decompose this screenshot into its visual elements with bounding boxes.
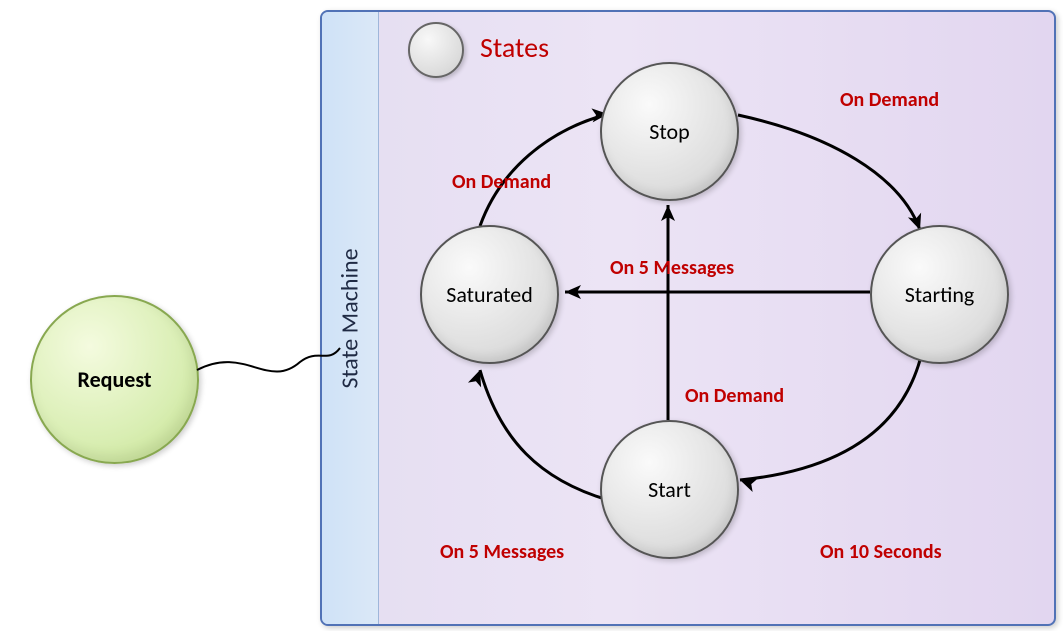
state-machine-tab: State Machine: [322, 12, 379, 624]
legend-label: States: [480, 30, 549, 65]
edge-label-start-saturated: On 5 Messages: [440, 540, 564, 564]
diagram-canvas: Request State Machine States Stop Startin…: [0, 0, 1063, 631]
state-label-saturated: Saturated: [446, 281, 533, 308]
edge-label-starting-saturated: On 5 Messages: [610, 256, 734, 280]
state-label-start: Start: [648, 476, 691, 503]
request-label: Request: [78, 366, 152, 393]
state-node-stop: Stop: [600, 62, 739, 201]
legend-circle-icon: [408, 22, 464, 78]
state-label-stop: Stop: [649, 118, 689, 145]
state-machine-tab-label: State Machine: [336, 248, 365, 388]
request-node: Request: [30, 295, 199, 464]
edge-label-start-stop: On Demand: [685, 384, 784, 408]
state-node-start: Start: [600, 420, 739, 559]
state-node-saturated: Saturated: [420, 225, 559, 364]
state-node-starting: Starting: [870, 225, 1009, 364]
request-link: [197, 348, 340, 372]
state-label-starting: Starting: [905, 281, 975, 308]
edge-label-stop-starting: On Demand: [840, 88, 939, 112]
edge-label-saturated-stop: On Demand: [452, 170, 551, 194]
edge-label-starting-start: On 10 Seconds: [820, 540, 942, 564]
